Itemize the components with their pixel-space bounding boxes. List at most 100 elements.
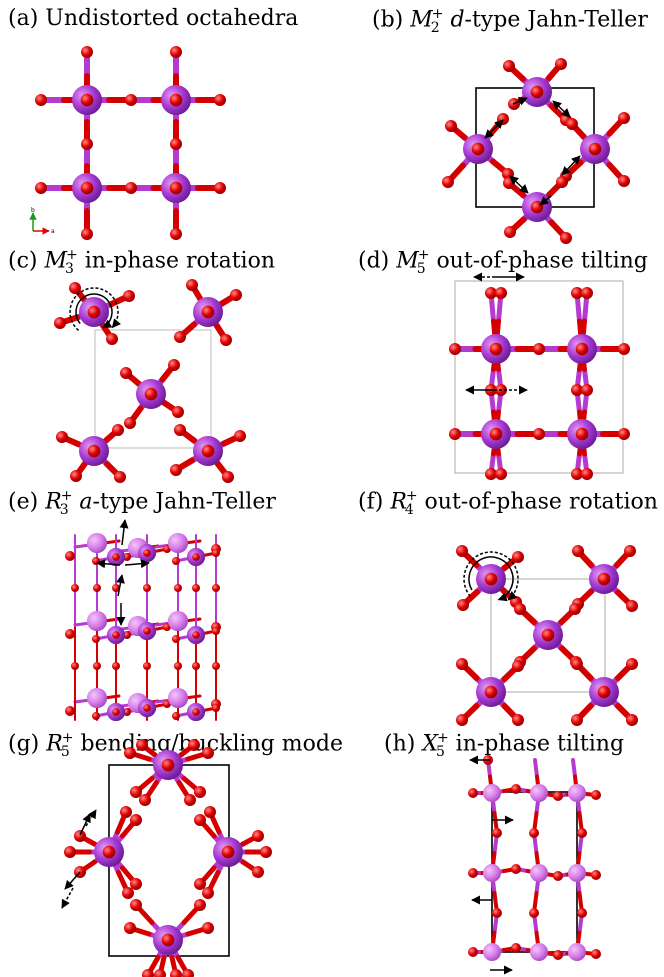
caption-d: (d) M5+ out-of-phase tilting xyxy=(358,247,648,277)
oxygen-atom xyxy=(142,969,154,977)
oxygen-atom xyxy=(81,228,93,240)
oxygen-atom xyxy=(194,814,206,826)
oxygen-atom xyxy=(120,806,132,818)
displacement-arrow xyxy=(124,559,150,569)
oxygen-atom xyxy=(581,468,593,480)
oxygen-atom xyxy=(504,226,516,238)
oxygen-atom xyxy=(471,142,485,156)
oxygen-atom xyxy=(626,600,638,612)
metal-atom xyxy=(168,688,188,708)
oxygen-atom xyxy=(130,899,142,911)
oxygen-atom xyxy=(80,93,94,107)
oxygen-atom xyxy=(201,444,215,458)
oxygen-atom xyxy=(495,468,507,480)
oxygen-atom xyxy=(618,175,630,187)
oxygen-atom xyxy=(626,658,638,670)
oxygen-atom xyxy=(65,551,75,561)
oxygen-atom xyxy=(124,747,136,759)
oxygen-atom xyxy=(130,814,142,826)
bond-metal-half xyxy=(571,758,577,779)
caption-a: (a) Undistorted octahedra xyxy=(8,6,299,31)
oxygen-atom xyxy=(529,828,539,838)
oxygen-atom xyxy=(449,428,461,440)
axis-a-label: a xyxy=(51,228,55,235)
oxygen-atom xyxy=(125,182,137,194)
oxygen-atom xyxy=(184,794,196,806)
metal-atom xyxy=(483,784,501,802)
oxygen-atom xyxy=(588,142,602,156)
oxygen-atom xyxy=(489,427,503,441)
oxygen-atom xyxy=(174,662,182,670)
oxygen-atom xyxy=(186,279,198,291)
metal-atom xyxy=(168,533,188,553)
oxygen-atom xyxy=(214,182,226,194)
oxygen-atom xyxy=(112,708,120,716)
oxygen-atom xyxy=(591,870,601,880)
oxygen-atom xyxy=(221,845,235,859)
oxygen-atom xyxy=(123,708,131,716)
oxygen-atom xyxy=(114,471,126,483)
oxygen-atom xyxy=(192,584,200,592)
rotation-arrow xyxy=(69,287,122,331)
oxygen-atom xyxy=(143,549,151,557)
metal-atom xyxy=(530,784,548,802)
oxygen-atom xyxy=(143,584,151,592)
oxygen-atom xyxy=(230,289,242,301)
oxygen-atom xyxy=(144,387,158,401)
oxygen-atom xyxy=(192,553,200,561)
displacement-arrow xyxy=(116,574,125,597)
oxygen-atom xyxy=(597,572,611,586)
oxygen-atom xyxy=(449,343,461,355)
oxygen-atom xyxy=(445,120,457,132)
oxygen-atom xyxy=(194,899,206,911)
oxygen-atom xyxy=(484,572,498,586)
oxygen-atom xyxy=(234,430,246,442)
oxygen-atom xyxy=(65,629,75,639)
oxygen-atom xyxy=(92,635,100,643)
displacement-arrow xyxy=(85,809,97,827)
oxygen-atom xyxy=(560,232,572,244)
oxygen-atom xyxy=(168,359,180,371)
oxygen-atom xyxy=(591,790,601,800)
caption-c: (c) M3+ in-phase rotation xyxy=(8,247,276,277)
oxygen-atom xyxy=(87,444,101,458)
oxygen-atom xyxy=(569,603,581,615)
oxygen-atom xyxy=(192,631,200,639)
oxygen-atom xyxy=(194,786,206,798)
oxygen-atom xyxy=(485,468,497,480)
oxygen-atom xyxy=(170,969,182,977)
oxygen-atom xyxy=(442,176,454,188)
oxygen-atom xyxy=(555,58,567,70)
oxygen-atom xyxy=(106,333,118,345)
oxygen-atom xyxy=(530,200,544,214)
oxygen-atom xyxy=(212,704,220,712)
oxygen-atom xyxy=(35,94,47,106)
oxygen-atom xyxy=(626,714,638,726)
oxygen-atom xyxy=(123,290,135,302)
oxygen-atom xyxy=(192,662,200,670)
oxygen-atom xyxy=(112,553,120,561)
oxygen-atom xyxy=(571,658,583,670)
oxygen-atom xyxy=(212,584,220,592)
metal-atom xyxy=(87,688,107,708)
oxygen-atom xyxy=(553,950,563,960)
oxygen-atom xyxy=(170,138,182,150)
oxygen-atom xyxy=(618,343,630,355)
oxygen-atom xyxy=(485,287,497,299)
oxygen-atom xyxy=(71,584,79,592)
oxygen-atom xyxy=(553,871,563,881)
displacement-arrow xyxy=(96,559,121,569)
oxygen-atom xyxy=(575,427,589,441)
oxygen-atom xyxy=(581,384,593,396)
oxygen-atom xyxy=(571,384,583,396)
metal-atom xyxy=(168,611,188,631)
oxygen-atom xyxy=(591,949,601,959)
oxygen-atom xyxy=(122,887,134,899)
oxygen-atom xyxy=(571,714,583,726)
oxygen-atom xyxy=(492,908,502,918)
oxygen-atom xyxy=(222,471,234,483)
oxygen-atom xyxy=(492,828,502,838)
oxygen-atom xyxy=(624,545,636,557)
caption-f: (f) R4+ out-of-phase rotation xyxy=(358,488,658,518)
